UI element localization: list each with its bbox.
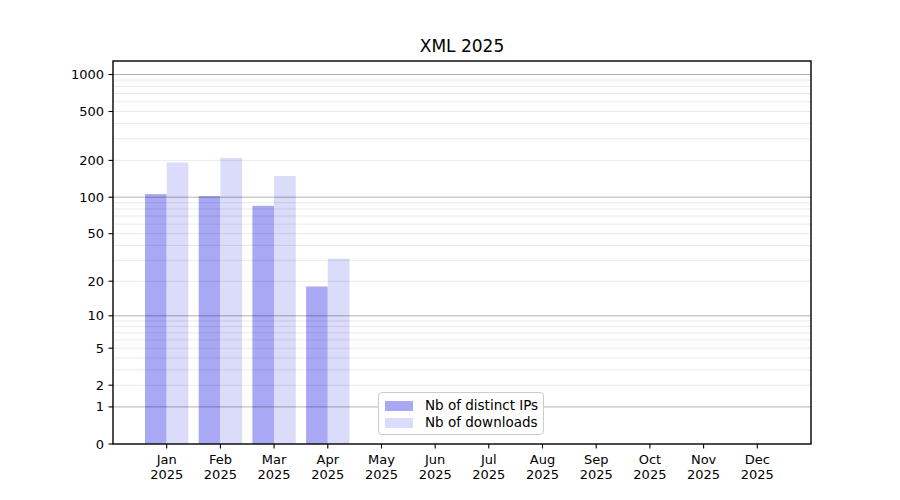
x-tick-label-year: 2025 (741, 467, 774, 482)
x-tick-label-year: 2025 (472, 467, 505, 482)
bar-feb-series1 (220, 158, 242, 444)
y-tick-label: 0 (96, 437, 104, 452)
y-tick-label: 1000 (71, 67, 104, 82)
legend-row-distinct-ips: Nb of distinct IPs (379, 397, 543, 414)
x-tick-label-month: Aug (530, 452, 555, 467)
x-tick-label-year: 2025 (258, 467, 291, 482)
legend-label-downloads: Nb of downloads (425, 414, 538, 431)
y-tick-label: 20 (87, 274, 104, 289)
y-tick-label: 200 (79, 153, 104, 168)
bar-apr-series0 (306, 287, 328, 445)
x-tick-label-month: Jun (424, 452, 445, 467)
x-tick-label-year: 2025 (580, 467, 613, 482)
x-tick-label-year: 2025 (311, 467, 344, 482)
y-tick-label: 5 (96, 341, 104, 356)
legend-row-downloads: Nb of downloads (379, 414, 543, 431)
x-tick-label-month: Mar (262, 452, 287, 467)
x-tick-label-year: 2025 (526, 467, 559, 482)
y-tick-label: 1 (96, 399, 104, 414)
x-tick-label-year: 2025 (633, 467, 666, 482)
x-tick-label-month: Oct (639, 452, 661, 467)
x-tick-label-month: Sep (584, 452, 609, 467)
y-tick-label: 100 (79, 190, 104, 205)
x-tick-label-month: Jul (480, 452, 497, 467)
bar-jan-series1 (167, 163, 189, 445)
x-tick-label-month: May (368, 452, 395, 467)
x-tick-label-year: 2025 (687, 467, 720, 482)
x-tick-label-month: Feb (209, 452, 232, 467)
y-tick-label: 10 (87, 308, 104, 323)
x-tick-label-month: Jan (156, 452, 177, 467)
legend-swatch-downloads-icon (385, 418, 413, 428)
x-tick-label-year: 2025 (419, 467, 452, 482)
x-tick-label-year: 2025 (150, 467, 183, 482)
bar-apr-series1 (328, 259, 350, 444)
legend-swatch-distinct-ips-icon (385, 401, 413, 411)
x-tick-label-month: Nov (691, 452, 717, 467)
bar-mar-series0 (252, 206, 274, 444)
x-tick-label-month: Dec (745, 452, 770, 467)
x-tick-label-month: Apr (317, 452, 340, 467)
x-tick-label-year: 2025 (204, 467, 237, 482)
x-tick-label-year: 2025 (365, 467, 398, 482)
y-tick-label: 50 (87, 226, 104, 241)
y-tick-label: 500 (79, 104, 104, 119)
legend: Nb of distinct IPs Nb of downloads (378, 392, 544, 435)
legend-label-distinct-ips: Nb of distinct IPs (425, 397, 538, 414)
chart-figure: XML 2025 01251020501002005001000Jan2025F… (0, 0, 900, 500)
y-tick-label: 2 (96, 378, 104, 393)
